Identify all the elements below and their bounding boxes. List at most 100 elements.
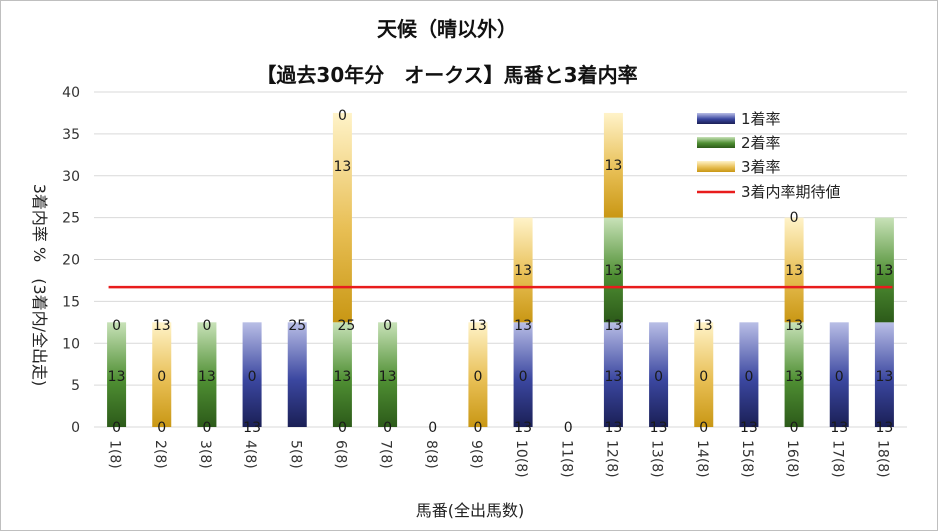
x-tick-label-18: 18(8) bbox=[874, 440, 890, 478]
bar-segment-s2-cat18 bbox=[874, 217, 894, 323]
data-label-top-cat18: 13 bbox=[876, 263, 894, 279]
bar-segment-s3-cat12 bbox=[603, 112, 623, 218]
bar-segment-s2-cat16 bbox=[784, 322, 804, 427]
bar-segment-s1-cat13 bbox=[649, 322, 669, 427]
data-label-s2-cat16: 13 bbox=[785, 369, 803, 385]
data-label-s2-cat18-upper: 13 bbox=[876, 263, 894, 279]
data-label-top-cat12: 13 bbox=[605, 158, 623, 174]
y-tick-label: 10 bbox=[62, 336, 80, 352]
data-label-s1-cat1: 0 bbox=[112, 420, 121, 436]
data-label-s1-cat2: 0 bbox=[157, 420, 166, 436]
data-label-s1-cat9: 0 bbox=[473, 420, 482, 436]
bar-segment-s1-cat4 bbox=[242, 322, 262, 427]
x-axis-title: 馬番(全出馬数) bbox=[416, 501, 525, 520]
bar-segment-s2-cat1 bbox=[107, 322, 127, 427]
data-label-s2-cat17: 0 bbox=[835, 369, 844, 385]
bar-segment-s1-cat10 bbox=[513, 322, 533, 427]
data-label-s2-cat9: 0 bbox=[473, 369, 482, 385]
bar-segment-s1-cat12 bbox=[603, 322, 623, 427]
x-tick-label-2: 2(8) bbox=[152, 440, 168, 469]
data-label-s1-cat4: 13 bbox=[243, 420, 261, 436]
data-label-s1-cat10: 13 bbox=[514, 420, 532, 436]
y-tick-label: 0 bbox=[71, 420, 80, 436]
y-tick-label: 40 bbox=[62, 85, 80, 101]
y-tick-label: 5 bbox=[71, 378, 80, 394]
data-label-top-cat10: 13 bbox=[514, 263, 532, 279]
data-labels: 0 13 0 0 0 13 0 13 0 13 0 25 0 13 25 0 13 0 13 0 0 0 0 13 13 0 13 1… bbox=[108, 108, 894, 436]
gridlines bbox=[94, 91, 907, 428]
x-tick-label-5: 5(8) bbox=[287, 440, 303, 469]
data-label-s1-cat14: 0 bbox=[699, 420, 708, 436]
data-label-s2-cat10: 0 bbox=[519, 369, 528, 385]
y-axis-ticks: 0 5 10 15 20 25 30 35 40 bbox=[62, 85, 80, 436]
data-label-s3-cat12: 13 bbox=[605, 318, 623, 334]
bar-segment-s2-cat3 bbox=[197, 322, 217, 427]
y-tick-label: 30 bbox=[62, 169, 80, 185]
data-label-s2-cat12: 13 bbox=[605, 369, 623, 385]
data-label-s2-cat18: 13 bbox=[876, 369, 894, 385]
x-tick-label-4: 4(8) bbox=[242, 440, 258, 469]
data-label-s1-cat6: 0 bbox=[338, 420, 347, 436]
bar-segment-s3-cat2 bbox=[152, 322, 172, 427]
data-label-s1-cat5: 25 bbox=[288, 318, 306, 334]
bar-segment-s3-cat9 bbox=[468, 322, 488, 427]
data-label-s2-cat13: 0 bbox=[654, 369, 663, 385]
x-tick-label-3: 3(8) bbox=[197, 440, 213, 469]
data-label-s3-cat6: 25 bbox=[338, 318, 356, 334]
bar-segment-s1-cat15 bbox=[739, 322, 759, 427]
x-tick-label-7: 7(8) bbox=[378, 440, 394, 469]
y-tick-label: 35 bbox=[62, 127, 80, 143]
data-label-s3-cat2: 13 bbox=[153, 318, 171, 334]
bar-segment-s2-cat6 bbox=[332, 322, 352, 427]
data-label-s1-cat16: 0 bbox=[790, 420, 799, 436]
chart-title-line1: 天候（晴以外） bbox=[377, 17, 517, 41]
data-label-s1-cat15: 13 bbox=[740, 420, 758, 436]
x-tick-label-8: 8(8) bbox=[423, 440, 439, 469]
x-tick-label-11: 11(8) bbox=[558, 440, 574, 478]
y-tick-label: 20 bbox=[62, 253, 80, 269]
x-tick-label-16: 16(8) bbox=[784, 440, 800, 478]
legend-label-1: 1着率 bbox=[741, 110, 781, 128]
data-label-s3-cat14: 13 bbox=[695, 318, 713, 334]
y-tick-label: 25 bbox=[62, 211, 80, 227]
data-label-s2-cat14: 0 bbox=[699, 369, 708, 385]
data-label-s3-cat9: 13 bbox=[469, 318, 487, 334]
data-label-s2-cat2: 0 bbox=[157, 369, 166, 385]
data-label-s1-cat11: 0 bbox=[564, 420, 573, 436]
data-label-s1-cat12: 13 bbox=[605, 420, 623, 436]
chart-title-line2: 【過去30年分 オークス】馬番と3着内率 bbox=[256, 63, 637, 87]
x-axis-ticks: 1(8) 2(8) 3(8) 4(8) 5(8) 6(8) 7(8) 8(8) 9(8) 10(8… bbox=[107, 440, 891, 478]
legend-swatch-1 bbox=[697, 113, 735, 124]
data-label-s1-cat3: 0 bbox=[202, 420, 211, 436]
legend-label-3: 3着率 bbox=[741, 158, 781, 176]
bar-segment-s2-cat12 bbox=[603, 217, 623, 323]
data-label-s1-cat17: 13 bbox=[830, 420, 848, 436]
x-tick-label-15: 15(8) bbox=[739, 440, 755, 478]
data-label-s2-cat15: 0 bbox=[744, 369, 753, 385]
x-tick-label-9: 9(8) bbox=[468, 440, 484, 469]
data-label-s3-cat10: 13 bbox=[514, 318, 532, 334]
data-label-s3-cat3: 0 bbox=[202, 318, 211, 334]
x-tick-label-14: 14(8) bbox=[694, 440, 710, 478]
bar-segment-s1-cat5 bbox=[287, 322, 307, 427]
x-tick-label-1: 1(8) bbox=[107, 440, 123, 469]
bars bbox=[107, 112, 894, 427]
legend-swatch-2 bbox=[697, 137, 735, 148]
data-label-s1-cat13: 13 bbox=[650, 420, 668, 436]
legend: 1着率 2着率 3着率 3着内率期待値 bbox=[697, 110, 841, 201]
data-label-s1-cat8: 0 bbox=[428, 420, 437, 436]
data-label-top-cat6: 0 bbox=[338, 108, 347, 124]
bar-segment-s1-cat17 bbox=[829, 322, 849, 427]
data-label-s2-cat7: 13 bbox=[379, 369, 397, 385]
bar-segment-s2-cat7 bbox=[378, 322, 398, 427]
data-label-s2-cat4: 0 bbox=[248, 369, 257, 385]
x-tick-label-17: 17(8) bbox=[829, 440, 845, 478]
y-tick-label: 15 bbox=[62, 294, 80, 310]
x-tick-label-6: 6(8) bbox=[332, 440, 348, 469]
x-tick-label-10: 10(8) bbox=[513, 440, 529, 478]
data-label-s2-cat12-upper: 13 bbox=[605, 263, 623, 279]
data-label-s2-cat6: 13 bbox=[334, 369, 352, 385]
data-label-s3-cat16: 13 bbox=[785, 318, 803, 334]
